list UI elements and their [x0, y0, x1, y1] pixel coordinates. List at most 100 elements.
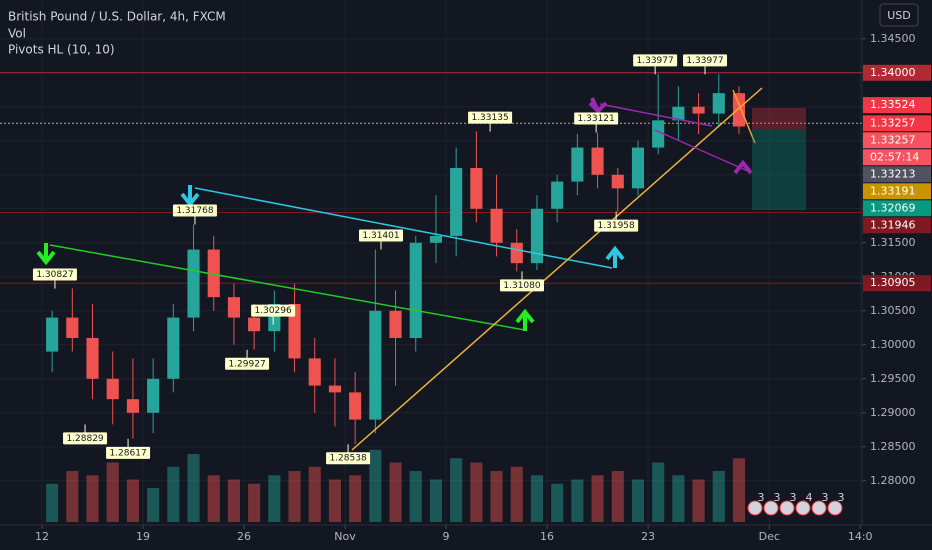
volume-bar [207, 475, 220, 522]
x-tick-label: 26 [237, 530, 251, 543]
price-marker [863, 64, 931, 81]
y-tick-label: 1.31500 [870, 236, 916, 249]
price-marker [863, 115, 931, 132]
candle-body [429, 235, 443, 243]
price-marker-label: 1.33524 [870, 98, 916, 111]
candle-body [692, 106, 705, 114]
candle-body [187, 249, 200, 318]
volume-bar [692, 479, 705, 522]
candle-body [631, 147, 645, 189]
chart-title: British Pound / U.S. Dollar, 4h, FXCM [8, 10, 226, 24]
price-marker-label: 1.33257 [870, 116, 916, 129]
event-badge-label: 3 [838, 491, 845, 504]
volume-bar [126, 479, 139, 522]
candle-body [450, 167, 463, 236]
candle-body [46, 317, 59, 352]
price-marker [863, 200, 931, 217]
trend-line [194, 187, 613, 269]
volume-bar [530, 475, 544, 522]
trend-line [732, 89, 756, 144]
currency-label[interactable]: USD [887, 9, 911, 22]
position-tool [752, 108, 806, 210]
price-marker-label: 1.32069 [870, 201, 916, 214]
x-tick-label: 19 [136, 530, 150, 543]
pivot-label: 1.31958 [598, 221, 635, 231]
pivot-box [594, 219, 639, 232]
event-badge [811, 500, 827, 516]
candle-body [470, 167, 483, 209]
volume-bar [268, 475, 281, 522]
volume-bar [631, 479, 645, 522]
price-marker [863, 217, 931, 234]
volume-bar [167, 466, 180, 522]
volume-bar [450, 458, 463, 522]
pivot-box [500, 279, 545, 292]
pivot-box [225, 357, 270, 370]
candle-body [349, 392, 362, 420]
volume-bar [732, 458, 746, 522]
event-badge-label: 4 [806, 491, 813, 504]
arrow-up [733, 159, 753, 175]
pivot-box [106, 446, 151, 459]
candle-body [126, 399, 139, 413]
indicator-label: Pivots HL (10, 10) [8, 43, 115, 57]
pivot-box [633, 54, 678, 67]
trend-line [654, 129, 751, 173]
volume-bar [248, 483, 261, 522]
price-marker-label: 1.33257 [870, 133, 916, 146]
volume-bar [672, 475, 685, 522]
x-tick-label: 9 [443, 530, 450, 543]
candle-body [672, 106, 685, 121]
candle-body [591, 147, 604, 175]
event-badge [763, 500, 779, 516]
candle-body [248, 317, 261, 332]
arrow-down [588, 97, 608, 114]
volume-bar [591, 475, 604, 522]
pivot-label: 1.30296 [255, 306, 292, 316]
price-marker-label: 1.34000 [870, 66, 916, 79]
candle-body [328, 385, 342, 393]
price-marker [863, 132, 931, 149]
candle-body [288, 303, 301, 359]
candle-layer [46, 74, 746, 445]
volume-bar [349, 475, 362, 522]
candle-body [530, 208, 544, 264]
currency-box[interactable] [879, 3, 919, 27]
volume-bar [328, 479, 342, 522]
pivot-box [359, 229, 404, 242]
candle-body [106, 378, 119, 400]
price-axis: 1.28000 1.28500 1.29000 1.29500 1.30000 1.305… [35, 32, 931, 543]
pivot-label: 1.29927 [228, 359, 265, 369]
y-tick-label: 1.30500 [870, 304, 916, 317]
grid [0, 0, 862, 525]
event-badge-label: 3 [774, 491, 781, 504]
pivot-label: 1.31401 [362, 231, 399, 241]
candle-body [551, 181, 564, 209]
pivot-box [251, 304, 296, 317]
pivot-box [683, 54, 728, 67]
volume-bar [147, 488, 160, 522]
volume-bar [187, 454, 200, 522]
candle-body [167, 317, 180, 379]
price-marker [863, 166, 931, 183]
candle-body [712, 93, 725, 114]
y-tick-label: 1.29000 [870, 406, 916, 419]
trend-line [599, 103, 713, 127]
event-badge [779, 500, 795, 516]
x-tick-label: 12 [35, 530, 49, 543]
candle-body [490, 208, 503, 243]
candle-body [652, 120, 665, 148]
arrow-up [515, 308, 535, 331]
volume-bar [369, 449, 382, 522]
pivot-label: 1.31768 [176, 206, 213, 216]
y-tick-label: 1.28000 [870, 474, 916, 487]
indicator-label: Vol [8, 27, 26, 41]
price-marker [863, 97, 931, 114]
volume-bar [288, 471, 301, 522]
volume-bar [86, 475, 99, 522]
trend-line [49, 244, 526, 331]
volume-bar [227, 479, 240, 522]
volume-bar [551, 483, 564, 522]
